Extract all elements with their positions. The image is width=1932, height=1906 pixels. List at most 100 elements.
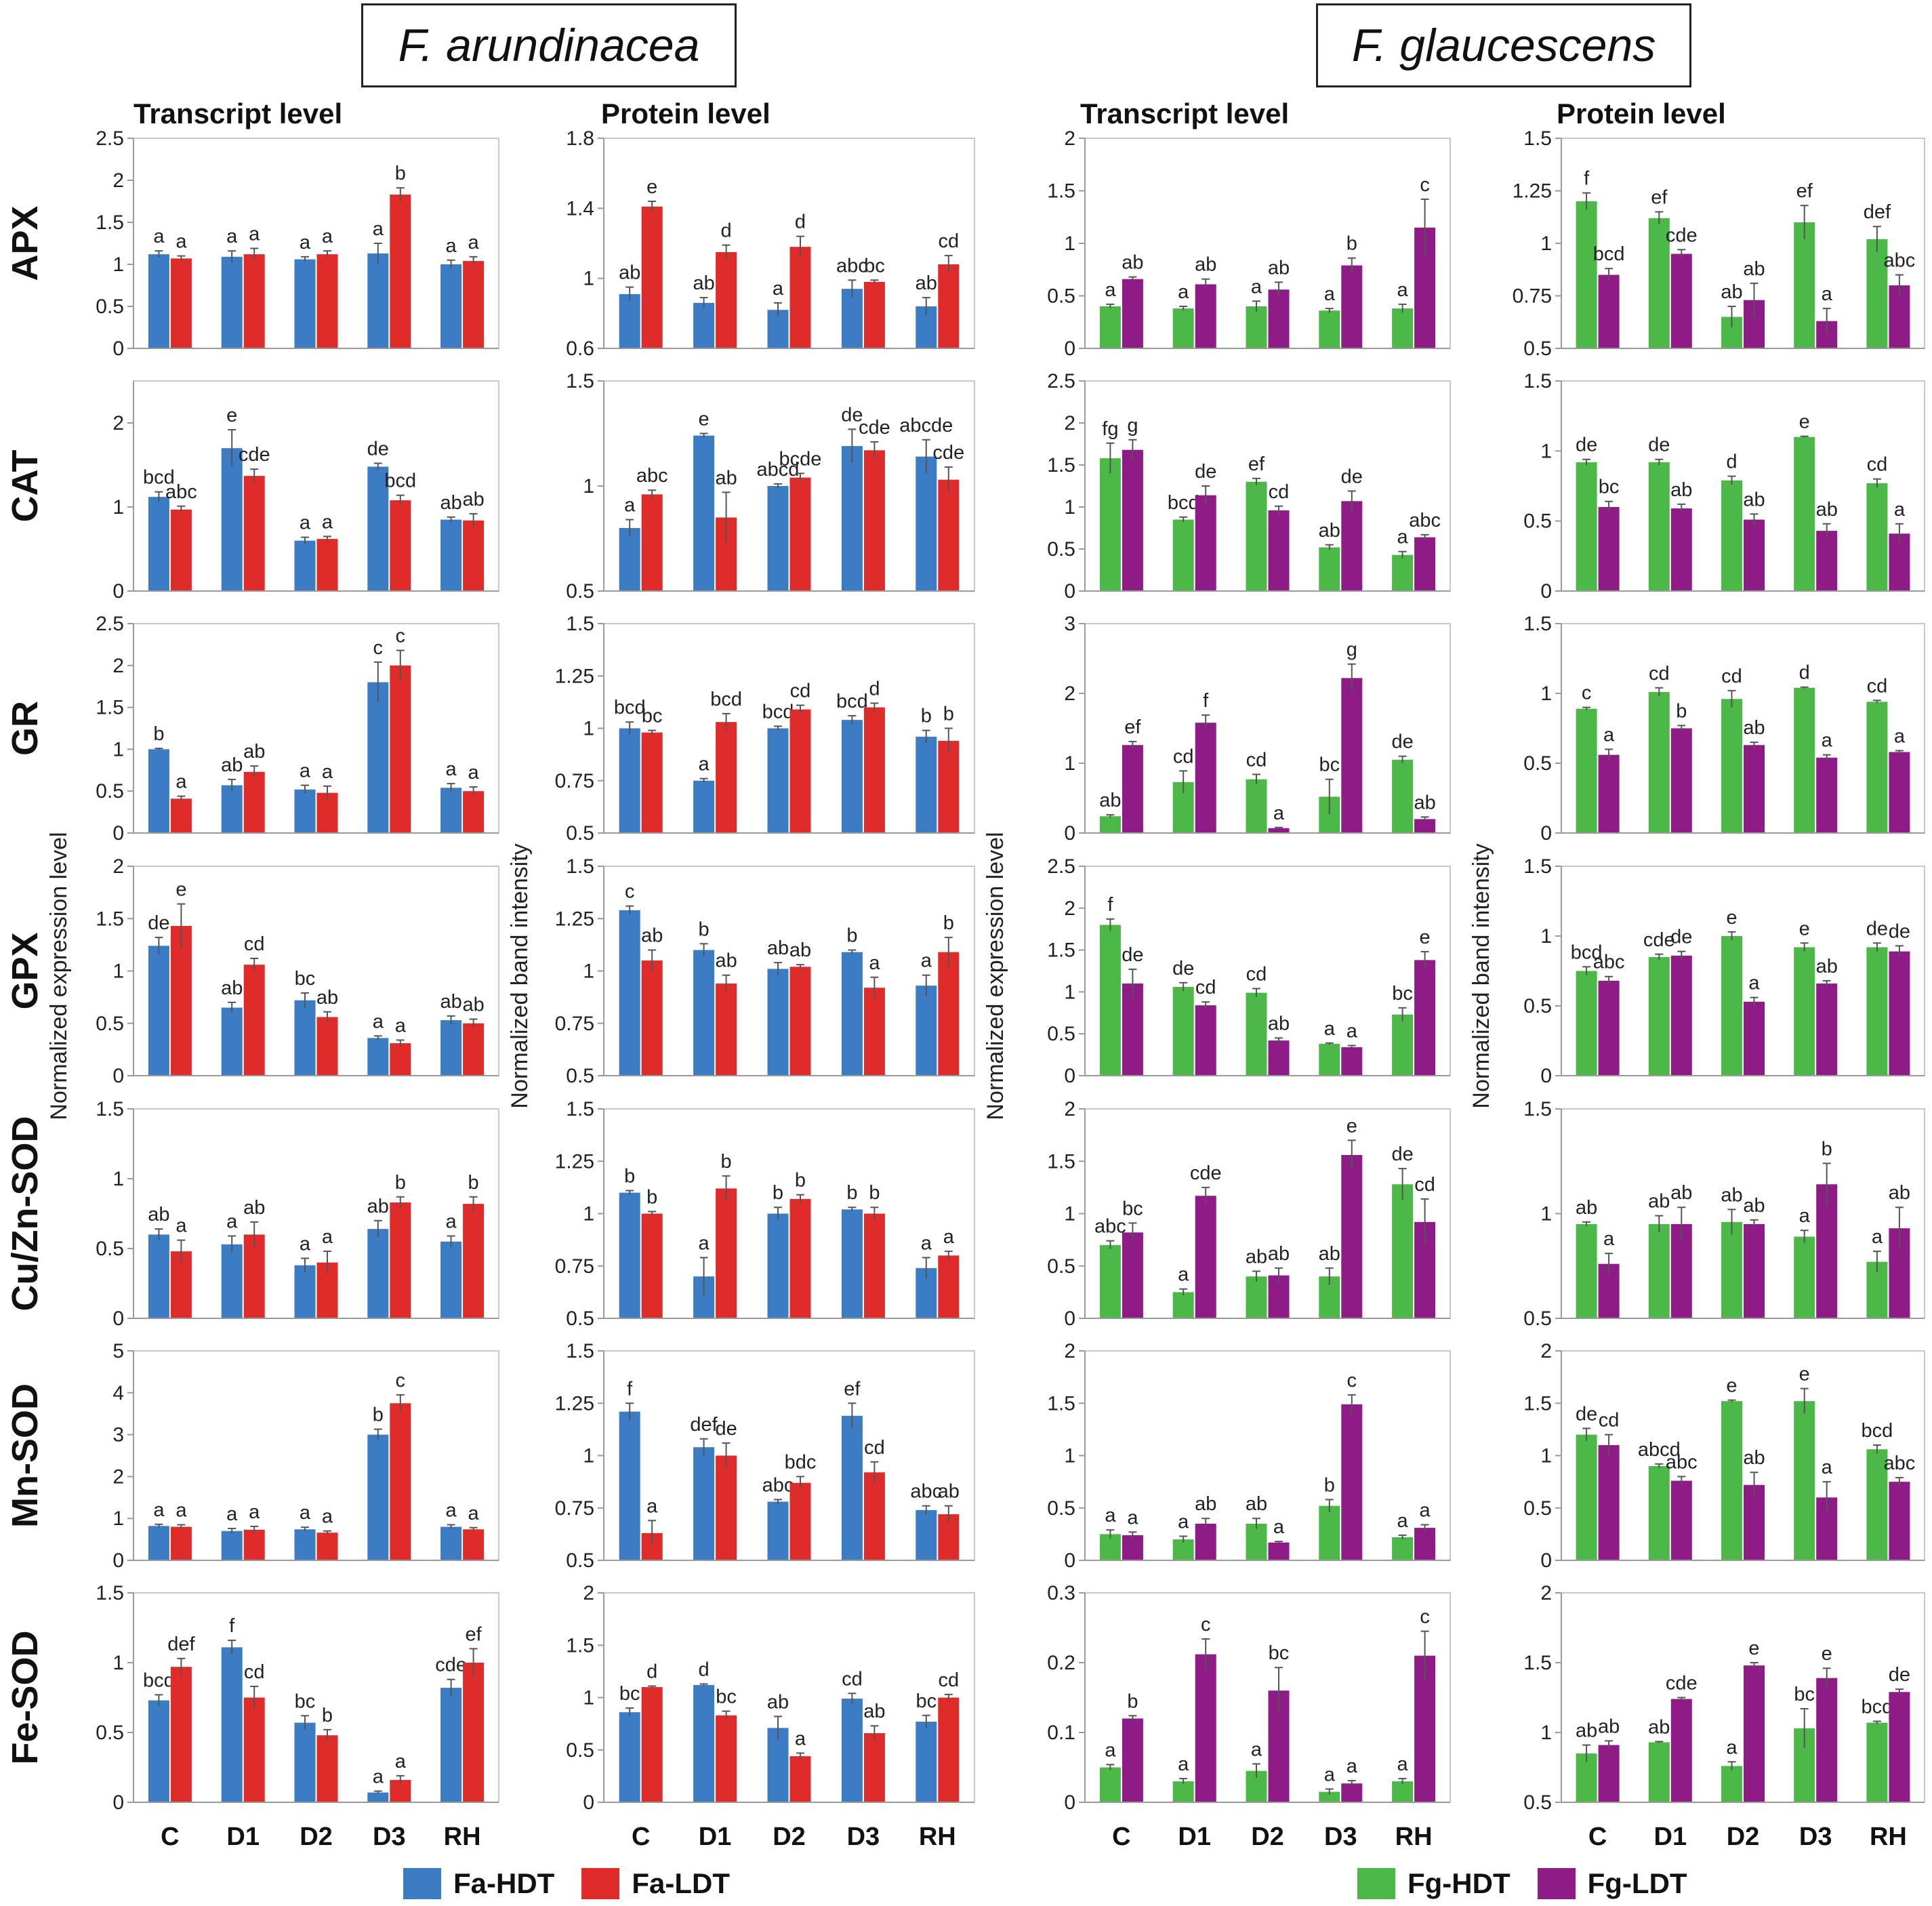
bar-cu-zn-sod-c0-fa-ldt-d3 [390, 1202, 411, 1318]
bar-cat-c0-fa-hdt-d2 [294, 540, 316, 591]
bar-cu-zn-sod-c3-fg-hdt-d1 [1648, 1223, 1670, 1318]
significance-label-cu-zn-sod-c1: b [869, 1182, 880, 1204]
y-tick-label-mn-sod-c0: 3 [112, 1424, 124, 1446]
significance-label-mn-sod-c2: ab [1246, 1493, 1267, 1515]
bar-mn-sod-c1-fa-hdt-rh [916, 1509, 937, 1560]
significance-label-apx-c1: bc [864, 255, 885, 277]
bar-cat-c1-fa-hdt-rh [916, 456, 937, 591]
significance-label-apx-c0: a [176, 231, 187, 253]
y-tick-label-gr-c0: 0 [112, 822, 124, 845]
bar-fe-sod-c0-fa-hdt-d2 [294, 1722, 316, 1802]
legend-item-fa-hdt: Fa-HDT [403, 1867, 554, 1900]
significance-label-cat-c3: cd [1867, 454, 1888, 476]
significance-label-mn-sod-c0: a [468, 1503, 480, 1524]
bar-gpx-c2-fg-ldt-rh [1414, 960, 1436, 1076]
y-tick-label-apx-c0: 0 [112, 338, 124, 360]
bar-fe-sod-c1-fa-hdt-d1 [693, 1684, 715, 1802]
significance-label-cat-c3: d [1726, 451, 1737, 473]
significance-label-cat-c1: ab [715, 467, 737, 489]
bar-cat-c3-fg-ldt-d2 [1744, 519, 1765, 591]
significance-label-cat-c2: bcd [1168, 492, 1199, 514]
significance-label-mn-sod-c0: a [176, 1499, 187, 1521]
significance-label-gpx-c0: bc [295, 968, 316, 990]
significance-label-apx-c3: ab [1721, 281, 1742, 303]
y-tick-label-fe-sod-c1: 1.5 [566, 1634, 594, 1657]
significance-label-mn-sod-c0: c [396, 1370, 406, 1392]
bar-gr-c3-fg-hdt-rh [1866, 702, 1888, 833]
significance-label-gr-c0: a [468, 762, 480, 784]
y-tick-label-gr-c3: 0.5 [1523, 752, 1552, 775]
bar-fe-sod-c1-fa-ldt-c [641, 1687, 663, 1802]
y-tick-label-gr-c3: 1.5 [1523, 613, 1552, 635]
y-tick-label-gr-c2: 1 [1064, 752, 1075, 775]
y-tick-label-mn-sod-c2: 0 [1064, 1549, 1075, 1572]
bar-mn-sod-c3-fg-ldt-c [1598, 1445, 1620, 1560]
significance-label-mn-sod-c3: a [1822, 1457, 1833, 1478]
significance-label-gr-c2: ab [1099, 790, 1121, 811]
significance-label-mn-sod-c2: a [1420, 1499, 1431, 1521]
bar-fe-sod-c3-fg-hdt-rh [1866, 1722, 1888, 1802]
bar-apx-c2-fg-ldt-d1 [1195, 284, 1216, 348]
y-tick-label-mn-sod-c0: 1 [112, 1507, 124, 1530]
y-tick-label-cat-c3: 0.5 [1523, 510, 1552, 533]
y-tick-label-apx-c1: 1 [583, 268, 594, 290]
bar-gr-c3-fg-ldt-d3 [1816, 757, 1838, 833]
significance-label-apx-c3: a [1822, 283, 1833, 305]
gene-label-mn-sod: Mn-SOD [5, 1383, 45, 1528]
bar-cu-zn-sod-c1-fa-hdt-d3 [841, 1209, 863, 1318]
y-tick-label-fe-sod-c2: 0.2 [1047, 1652, 1075, 1674]
significance-label-fe-sod-c3: cde [1666, 1673, 1698, 1695]
significance-label-fe-sod-c0: f [229, 1615, 235, 1637]
bar-gpx-c2-fg-ldt-d1 [1195, 1005, 1216, 1076]
y-axis-title-c2: Normalized expression level [983, 832, 1008, 1120]
bar-cu-zn-sod-c2-fg-ldt-d1 [1195, 1196, 1216, 1318]
significance-label-cu-zn-sod-c1: b [624, 1166, 635, 1188]
bar-cat-c2-fg-ldt-d2 [1268, 510, 1290, 591]
bar-cat-c0-fa-ldt-rh [463, 520, 485, 591]
bar-fe-sod-c1-fa-hdt-d3 [841, 1699, 863, 1802]
significance-label-cu-zn-sod-c3: ab [1889, 1182, 1910, 1204]
bar-cat-c3-fg-hdt-c [1576, 462, 1597, 591]
bar-apx-c3-fg-ldt-d1 [1670, 254, 1692, 348]
significance-label-cu-zn-sod-c0: ab [148, 1204, 169, 1225]
bar-apx-c1-fa-hdt-d1 [693, 302, 715, 348]
bar-cu-zn-sod-c0-fa-hdt-d2 [294, 1265, 316, 1318]
significance-label-gpx-c3: e [1799, 918, 1810, 939]
gene-label-cat: CAT [5, 450, 45, 523]
significance-label-apx-c1: ab [916, 272, 937, 294]
y-tick-label-cu-zn-sod-c0: 1 [112, 1168, 124, 1190]
bar-gpx-c0-fa-ldt-rh [463, 1023, 485, 1076]
bar-gpx-c1-fa-hdt-d3 [841, 952, 863, 1076]
significance-label-cu-zn-sod-c2: ab [1246, 1246, 1267, 1268]
y-tick-label-gr-c0: 2 [112, 655, 124, 677]
significance-label-gr-c0: ab [243, 741, 265, 763]
y-tick-label-apx-c1: 1.4 [566, 197, 594, 220]
significance-label-cat-c3: de [1648, 434, 1670, 456]
significance-label-gpx-c1: b [846, 925, 857, 947]
significance-label-gr-c1: bcd [614, 697, 646, 718]
significance-label-gr-c2: cd [1173, 746, 1194, 767]
significance-label-gr-c3: d [1799, 662, 1810, 684]
legend-item-fg-hdt: Fg-HDT [1357, 1867, 1510, 1900]
bar-cat-c3-fg-hdt-d1 [1648, 462, 1670, 591]
significance-label-apx-c0: a [153, 226, 165, 247]
significance-label-cat-c2: abc [1409, 510, 1441, 531]
significance-label-cu-zn-sod-c3: ab [1670, 1182, 1692, 1204]
significance-label-gr-c3: ab [1743, 717, 1765, 739]
significance-label-cu-zn-sod-c3: b [1822, 1138, 1832, 1160]
y-tick-label-gr-c1: 1.5 [566, 613, 594, 635]
bar-gr-c1-fa-hdt-c [619, 728, 640, 833]
bar-gpx-c1-fa-ldt-d2 [789, 967, 811, 1076]
y-tick-label-cat-c1: 1 [583, 475, 594, 498]
significance-label-mn-sod-c0: a [226, 1503, 238, 1525]
bar-cu-zn-sod-c0-fa-hdt-d1 [221, 1244, 243, 1318]
significance-label-cu-zn-sod-c1: b [721, 1151, 732, 1173]
y-tick-label-gr-c3: 0 [1540, 822, 1552, 845]
bar-gr-c2-fg-hdt-rh [1392, 759, 1414, 833]
bar-gpx-c1-fa-hdt-d1 [693, 950, 715, 1076]
significance-label-mn-sod-c0: a [249, 1501, 260, 1523]
legend-item-fa-ldt: Fa-LDT [581, 1867, 730, 1900]
significance-label-mn-sod-c2: b [1324, 1474, 1335, 1496]
bar-gr-c0-fa-hdt-d1 [221, 785, 243, 833]
significance-label-cu-zn-sod-c1: b [646, 1186, 657, 1208]
